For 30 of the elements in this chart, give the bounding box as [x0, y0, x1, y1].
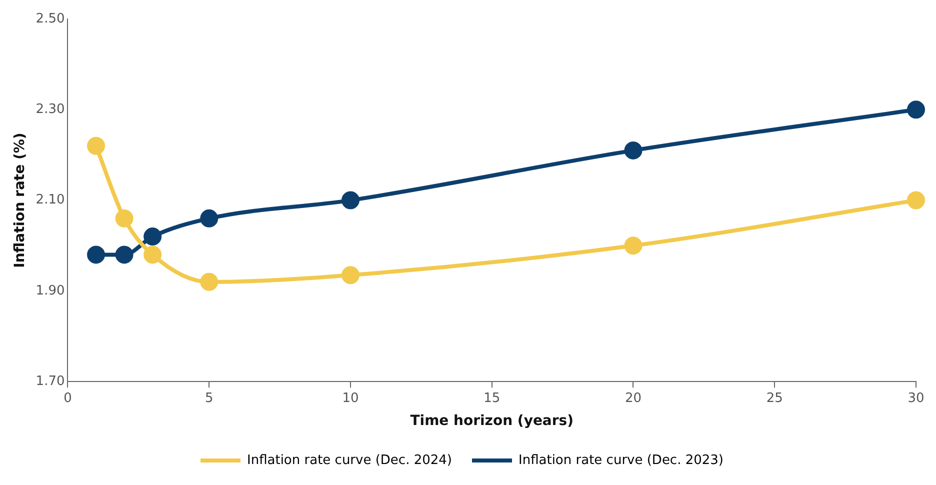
- point: [341, 266, 360, 284]
- point: [200, 272, 218, 291]
- point: [624, 236, 642, 255]
- y-tick-label: 1.70: [36, 374, 65, 389]
- x-tick-label: 25: [766, 390, 783, 406]
- y-tick-label: 2.50: [36, 11, 65, 26]
- x-axis-title: Time horizon (years): [410, 413, 574, 430]
- x-tick-label: 20: [624, 390, 642, 406]
- y-tick-label: 1.90: [36, 283, 65, 298]
- point: [87, 246, 106, 264]
- x-tick-label: 30: [908, 390, 924, 406]
- y-tick-label: 2.30: [36, 102, 65, 118]
- point: [341, 191, 360, 210]
- point: [907, 191, 925, 210]
- point: [115, 246, 134, 264]
- x-tick-label: 10: [342, 390, 359, 406]
- point: [87, 136, 106, 155]
- legend-label: Inflation rate curve (Dec. 2023): [518, 452, 724, 468]
- y-tick-label: 2.10: [36, 192, 65, 208]
- x-tick-label: 0: [64, 390, 72, 406]
- point: [200, 209, 218, 228]
- legend-label: Inflation rate curve (Dec. 2024): [246, 452, 452, 468]
- x-tick-label: 15: [484, 390, 500, 406]
- point: [907, 100, 925, 119]
- point: [144, 228, 162, 246]
- point: [115, 209, 134, 228]
- point: [624, 141, 642, 160]
- y-axis-title: Inflation rate (%): [12, 132, 28, 268]
- x-tick-label: 5: [204, 390, 214, 406]
- point: [144, 246, 162, 264]
